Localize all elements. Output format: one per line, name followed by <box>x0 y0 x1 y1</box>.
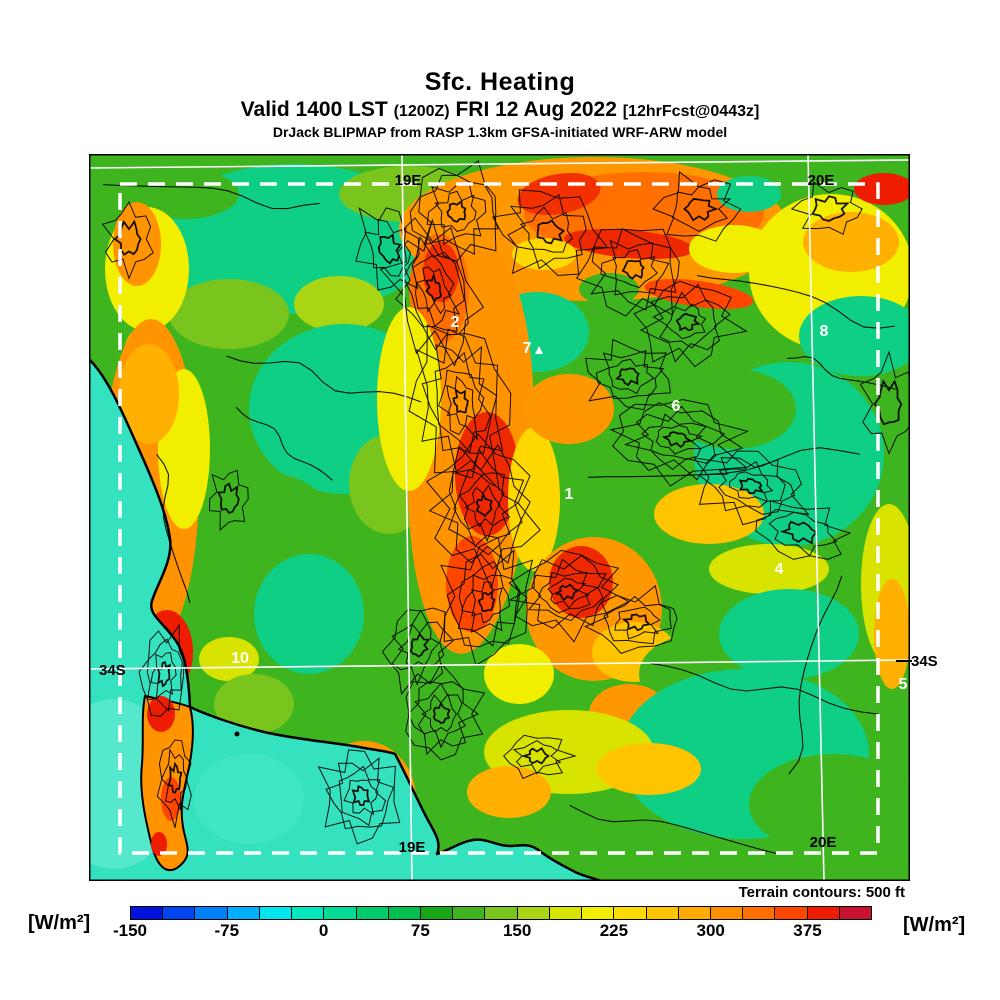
label-20e-top: 20E <box>808 172 835 189</box>
waypoints: 1 2 4 5 6 7 8 10 <box>231 314 907 693</box>
map-border <box>89 154 910 881</box>
lat-line-unlabeled <box>89 159 910 169</box>
peninsula-hotspot-2 <box>161 777 181 821</box>
lat-line-34s <box>89 659 910 670</box>
lon-line-19e <box>401 154 413 881</box>
waypoint-6: 6 <box>672 398 681 415</box>
label-34s-right: 34S <box>911 653 938 670</box>
waypoint-1: 1 <box>565 486 574 503</box>
lon-line-20e <box>807 154 825 881</box>
label-34s-left: 34S <box>99 662 126 679</box>
colorbar-tick: 0 <box>318 921 329 940</box>
colorbar-tick: -75 <box>214 921 240 940</box>
graticule-lines <box>89 154 910 881</box>
colorbar-segment <box>227 907 260 919</box>
waypoint-4: 4 <box>775 561 784 578</box>
sea-shade-2 <box>194 754 304 844</box>
plot-title: Sfc. Heating <box>424 68 576 96</box>
colorbar-tick: 150 <box>502 921 532 940</box>
colorbar-segment <box>646 907 679 919</box>
colorbar-segment <box>453 907 486 919</box>
valid-date: FRI 12 Aug 2022 <box>455 98 617 121</box>
colorbar-segment <box>195 907 228 919</box>
plot-header: Sfc. Heating Valid 1400 LST (1200Z) FRI … <box>0 68 1000 140</box>
valid-zulu: (1200Z) <box>393 103 450 120</box>
terrain-contours-note: Terrain contours: 500 ft <box>738 884 905 901</box>
colorbar-segment <box>324 907 357 919</box>
colorbar-tick: 225 <box>599 921 629 940</box>
label-19e-bottom: 19E <box>399 839 426 856</box>
colorbar-tick: 75 <box>410 921 430 940</box>
waypoint-8: 8 <box>820 323 829 340</box>
valid-fcst: [12hrFcst@0443z] <box>622 103 760 120</box>
heatmap-svg: 19E 20E 19E 20E 34S 1 2 4 5 6 7 8 10 <box>89 154 910 881</box>
label-20e-bottom: 20E <box>810 834 837 851</box>
colorbar <box>130 906 872 920</box>
colorbar-segment <box>420 907 454 919</box>
valid-prefix: Valid 1400 LST <box>240 98 388 121</box>
waypoint-7: 7 <box>523 340 532 357</box>
heating-color-fields <box>103 157 910 857</box>
colorbar-segment <box>485 907 518 919</box>
colorbar-segment <box>807 907 840 919</box>
colorbar-unit-right: [W/m²] <box>903 914 966 936</box>
label-19e-top: 19E <box>395 172 422 189</box>
colorbar-segment <box>710 907 744 919</box>
colorbar-segment <box>775 907 808 919</box>
waypoint-5: 5 <box>899 676 908 693</box>
colorbar-segment <box>614 907 647 919</box>
colorbar-segment <box>259 907 293 919</box>
colorbar-segment <box>517 907 550 919</box>
waypoint-2: 2 <box>451 314 460 331</box>
colorbar-segment <box>743 907 776 919</box>
model-line: DrJack BLIPMAP from RASP 1.3km GFSA-init… <box>272 124 728 140</box>
colorbar-segment <box>549 907 583 919</box>
seal-island <box>234 731 240 737</box>
waypoint-10: 10 <box>231 650 249 667</box>
colorbar-segment <box>356 907 389 919</box>
colorbar-tick-labels: -150 -75 0 75 150 225 300 375 <box>113 921 872 941</box>
lat-tick-34s-right <box>896 660 912 662</box>
colorbar-segment <box>582 907 615 919</box>
peninsula-hotspot-3 <box>151 832 167 856</box>
colorbar-segment <box>131 907 164 919</box>
colorbar-tick: 300 <box>696 921 725 940</box>
ocean <box>89 359 601 881</box>
colorbar-segment <box>292 907 325 919</box>
colorbar-tick: -150 <box>112 921 148 940</box>
colorbar-unit-left: [W/m²] <box>28 912 91 934</box>
colorbar-segment <box>388 907 421 919</box>
map-area: 19E 20E 19E 20E 34S 1 2 4 5 6 7 8 10 <box>89 154 910 881</box>
colorbar-segment <box>839 907 872 919</box>
colorbar-segment <box>163 907 196 919</box>
domain-box <box>118 182 880 855</box>
valid-time-line: Valid 1400 LST (1200Z) FRI 12 Aug 2022 [… <box>0 98 1000 122</box>
colorbar-segment <box>678 907 711 919</box>
waypoint-7-triangle-icon <box>535 346 543 354</box>
peninsula-hotspot <box>147 696 175 732</box>
colorbar-tick: 375 <box>793 921 822 940</box>
